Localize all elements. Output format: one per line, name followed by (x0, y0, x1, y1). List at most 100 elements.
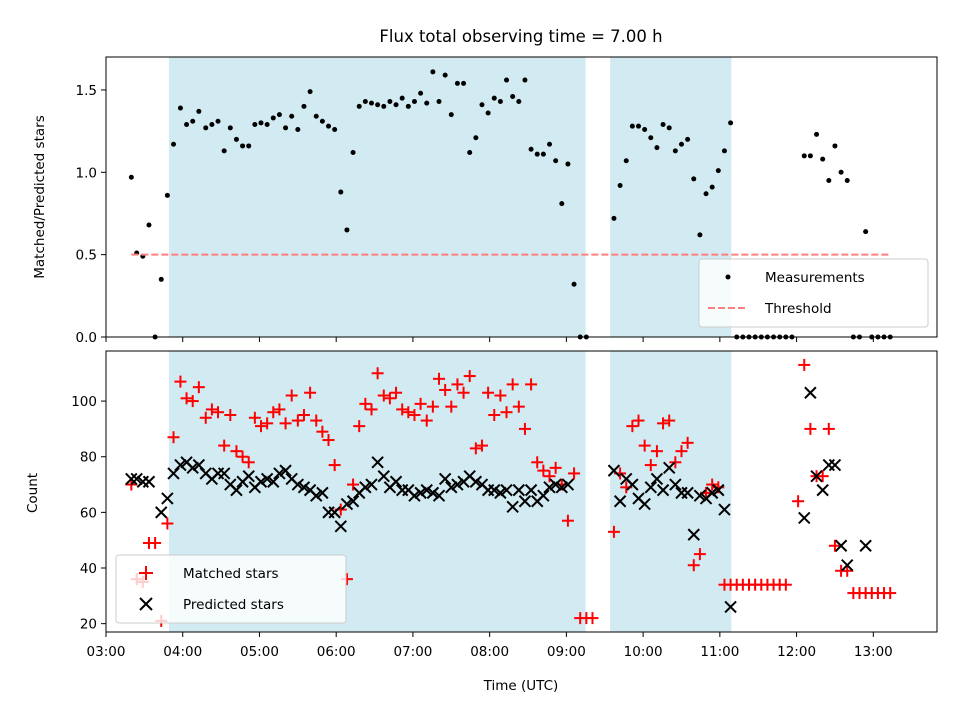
measurement-point (246, 143, 252, 149)
measurement-point (387, 98, 393, 104)
matched-stars-point (291, 414, 304, 427)
predicted-x-b (712, 483, 725, 497)
predicted-x-b (841, 559, 854, 572)
predicted-stars-point (561, 478, 575, 491)
measurement-point (485, 110, 491, 116)
measurement-point (326, 123, 332, 129)
predicted-stars-point (377, 469, 390, 483)
predicted-x-b (543, 481, 556, 494)
matched-stars-point (310, 414, 323, 427)
matched-stars-point (285, 389, 298, 402)
predicted-x-b (328, 506, 341, 519)
predicted-x-b (561, 478, 575, 491)
measurement-point (461, 80, 467, 86)
measurement-point (629, 123, 635, 129)
measurement-point (715, 168, 721, 174)
predicted-x-b (607, 464, 621, 477)
predicted-stars-point (500, 483, 513, 497)
predicted-x-b (810, 469, 823, 483)
matched-stars-point (371, 367, 384, 380)
predicted-stars-point (724, 600, 737, 614)
predicted-x-b (297, 481, 311, 494)
y-tick-label: 1.0 (76, 165, 97, 181)
measurement-point (356, 103, 362, 109)
predicted-x-b (432, 489, 446, 502)
predicted-stars-point (607, 464, 621, 477)
top-x-ticks (105, 337, 874, 342)
predicted-stars-point (426, 486, 440, 500)
predicted-stars-point (155, 506, 168, 519)
measurement-point (559, 201, 565, 207)
matched-stars-point (607, 525, 620, 538)
predicted-stars-point (279, 464, 292, 477)
predicted-stars-point (494, 486, 507, 500)
measurement-point (399, 95, 405, 101)
predicted-x-b (199, 467, 212, 480)
predicted-x-b (340, 497, 354, 511)
predicted-x-b (687, 528, 700, 541)
measurement-point (522, 77, 528, 83)
top-legend: Measurements Threshold (698, 258, 929, 328)
predicted-x-b (469, 475, 483, 488)
predicted-x-b (518, 495, 532, 508)
predicted-stars-point (705, 486, 719, 500)
matched-stars-point (632, 414, 645, 427)
matched-stars-point (525, 378, 538, 391)
measurement-point (838, 169, 844, 175)
predicted-stars-point (488, 483, 501, 497)
measurement-point (844, 178, 850, 184)
measurement-point (301, 103, 307, 109)
predicted-x-b (402, 483, 415, 497)
predicted-x-b (451, 478, 464, 491)
predicted-x-b (186, 461, 199, 475)
measurement-point (332, 126, 338, 132)
predicted-x-b (828, 458, 842, 472)
x-tick-label: 03:00 (87, 644, 126, 660)
predicted-x-b (408, 489, 421, 502)
matched-stars-point (828, 539, 841, 552)
measurement-point (826, 178, 832, 184)
predicted-stars-point (656, 483, 670, 497)
matched-stars-point (531, 456, 544, 469)
matched-stars-point (792, 495, 805, 508)
measurement-point (190, 118, 196, 124)
matched-stars-point (475, 439, 488, 452)
predicted-x-b (463, 469, 476, 483)
matched-stars-point (218, 439, 231, 452)
matched-stars-point (402, 406, 415, 419)
measurement-point (171, 141, 177, 147)
predicted-x-b (371, 456, 384, 469)
predicted-x-b (834, 539, 848, 552)
measurement-point (313, 113, 319, 119)
predicted-stars-point (316, 486, 329, 500)
measurement-point (553, 158, 559, 164)
measurement-point (295, 126, 301, 132)
measurement-point (832, 143, 838, 149)
matched-stars-point (242, 456, 255, 469)
predicted-x-b (512, 483, 526, 497)
predicted-stars-point (414, 486, 427, 500)
x-tick-label: 10:00 (624, 644, 663, 660)
measurement-point (344, 227, 350, 233)
measurement-point (479, 102, 485, 108)
matched-stars-point (426, 400, 439, 413)
predicted-stars-point (291, 478, 305, 491)
measurement-point (240, 143, 246, 149)
predicted-x-b (310, 489, 323, 502)
measurement-point (164, 192, 170, 198)
y-tick-label: 1.5 (76, 83, 97, 99)
predicted-stars-point (371, 456, 384, 469)
measurement-point (672, 148, 678, 154)
predicted-stars-point (543, 481, 556, 494)
measurement-point (540, 151, 546, 157)
measurement-point (721, 148, 727, 154)
matched-stars-point (816, 470, 829, 483)
predicted-x-b (130, 472, 143, 486)
predicted-x-b (724, 600, 737, 614)
predicted-x-b (426, 486, 440, 500)
x-tick-label: 12:00 (777, 644, 816, 660)
top-legend-box (698, 258, 929, 328)
legend-predicted-marker (139, 597, 153, 611)
predicted-x-b (859, 539, 872, 552)
measurement-point (184, 122, 190, 128)
